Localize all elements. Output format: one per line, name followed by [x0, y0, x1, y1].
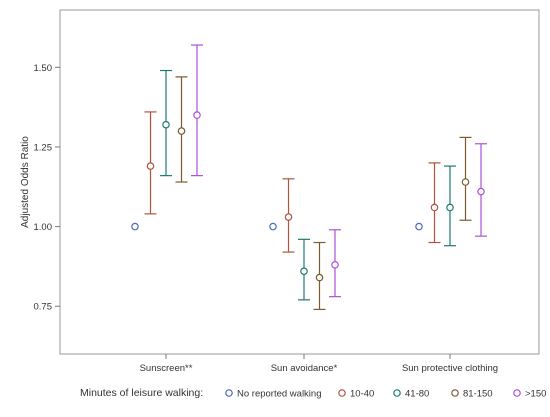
legend-marker — [225, 389, 233, 397]
point-marker — [162, 120, 170, 129]
point-marker — [146, 162, 155, 170]
point-marker — [269, 222, 277, 231]
legend-title: Minutes of leisure walking: — [80, 387, 203, 399]
plot-area — [59, 9, 540, 355]
point-marker — [415, 222, 423, 231]
series-1 — [131, 222, 423, 231]
series-5 — [191, 44, 487, 298]
point-marker — [477, 187, 485, 196]
legend-marker — [451, 389, 459, 397]
y-tick-label: 0.75 — [34, 302, 53, 313]
point-marker — [300, 267, 308, 275]
x-category-label: Sun avoidance* — [271, 363, 338, 374]
series-3 — [160, 69, 456, 301]
legend-entry-label: 41-80 — [405, 389, 429, 400]
series-2 — [144, 111, 441, 253]
y-axis-label: Adjusted Odds Ratio — [20, 136, 31, 228]
y-axis: 0.75 1.00 1.25 1.50 — [34, 63, 60, 313]
point-marker — [177, 127, 186, 135]
point-marker — [131, 222, 139, 231]
point-marker — [315, 273, 324, 282]
legend: Minutes of leisure walking: No reported … — [80, 387, 546, 400]
x-axis: Sunscreen** Sun avoidance* Sun protective … — [140, 354, 498, 374]
series-layer — [131, 44, 487, 311]
legend-entry-label: >150 — [525, 389, 546, 400]
y-tick-label: 1.25 — [34, 142, 53, 153]
y-tick-label: 1.00 — [34, 222, 53, 233]
point-marker — [284, 213, 293, 221]
x-category-label: Sunscreen** — [140, 363, 193, 374]
legend-marker — [393, 389, 401, 397]
series-4 — [175, 76, 472, 311]
point-marker — [461, 178, 470, 186]
point-marker — [193, 111, 201, 119]
legend-entry-label: 81-150 — [463, 389, 493, 400]
legend-entry-label: 10-40 — [350, 389, 374, 400]
point-marker — [430, 203, 439, 212]
point-marker — [331, 261, 339, 269]
legend-marker — [338, 389, 346, 397]
point-marker — [446, 203, 454, 212]
x-category-label: Sun protective clothing — [402, 363, 498, 374]
legend-entry-label: No reported walking — [237, 389, 322, 400]
legend-marker — [513, 389, 521, 397]
y-tick-label: 1.50 — [34, 63, 53, 74]
